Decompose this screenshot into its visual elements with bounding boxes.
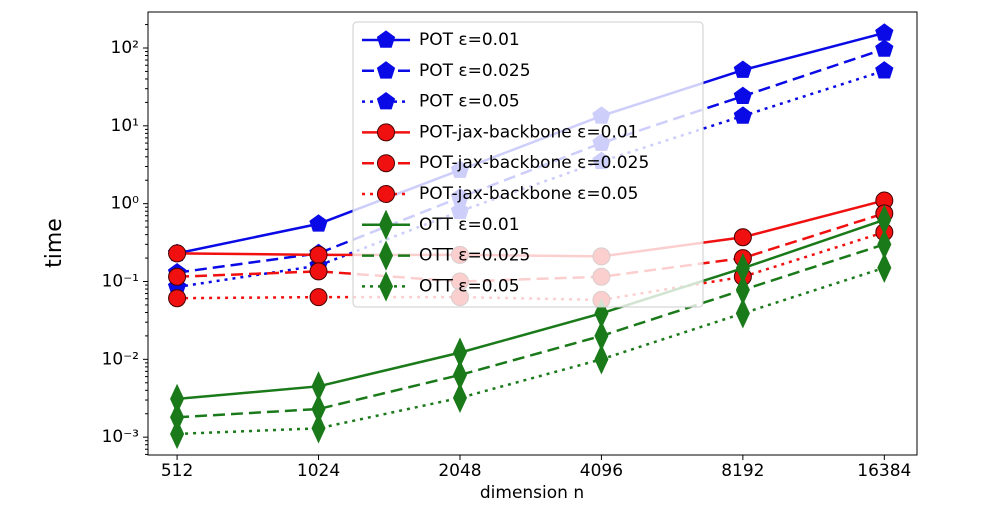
y-axis-label: time (42, 218, 67, 268)
series-line (176, 218, 885, 401)
legend-label: POT-jax-backbone ε=0.01 (419, 122, 638, 142)
x-axis-label: dimension n (480, 483, 584, 503)
marker (735, 298, 750, 329)
legend-label: OTT ε=0.025 (419, 246, 530, 266)
marker (594, 344, 609, 375)
legend-marker (378, 240, 394, 271)
y-tick-label: 10² (111, 38, 139, 58)
marker (875, 61, 894, 79)
plot-frame (147, 11, 918, 456)
x-tick-label: 16384 (857, 461, 911, 481)
y-tick-label: 10⁻¹ (102, 271, 139, 291)
legend-label: POT ε=0.025 (419, 61, 531, 81)
marker (733, 106, 753, 124)
legend-marker (377, 154, 395, 173)
marker (452, 382, 468, 414)
legend-marker (378, 209, 394, 240)
legend-label: POT ε=0.01 (419, 30, 520, 50)
series-line (177, 243, 885, 419)
marker (311, 413, 326, 444)
series-line (177, 212, 885, 283)
legend-marker (378, 271, 394, 302)
marker (877, 252, 892, 283)
marker (309, 262, 328, 281)
legend-marker (377, 123, 395, 142)
marker (309, 214, 328, 232)
marker (168, 289, 187, 308)
y-tick-label: 10⁻³ (102, 427, 139, 447)
y-tick-label: 10⁰ (111, 194, 140, 214)
marker (168, 244, 187, 263)
marker (309, 245, 328, 264)
legend-marker (376, 91, 396, 110)
marker (733, 228, 752, 247)
legend-marker (376, 30, 396, 48)
x-tick-label: 2048 (438, 461, 481, 481)
legend-label: OTT ε=0.01 (419, 215, 520, 235)
legend-label: POT-jax-backbone ε=0.025 (419, 153, 649, 173)
marker (875, 39, 894, 57)
marker (170, 418, 185, 450)
legend-marker (377, 185, 395, 203)
x-tick-label: 512 (161, 461, 193, 481)
marker (875, 23, 894, 41)
legend-label: POT-jax-backbone ε=0.05 (419, 184, 638, 204)
y-tick-label: 10⁻² (102, 349, 139, 369)
y-tick-label: 10¹ (111, 116, 139, 136)
legend-marker (376, 61, 396, 79)
marker (309, 288, 328, 307)
legend-box (352, 21, 704, 308)
marker (733, 86, 753, 105)
marker (168, 267, 187, 286)
legend-label: OTT ε=0.05 (419, 276, 520, 296)
marker (733, 60, 753, 78)
x-tick-label: 8192 (721, 461, 764, 481)
x-tick-label: 1024 (297, 461, 340, 481)
x-tick-label: 4096 (580, 461, 623, 481)
legend-label: POT ε=0.05 (419, 92, 520, 112)
